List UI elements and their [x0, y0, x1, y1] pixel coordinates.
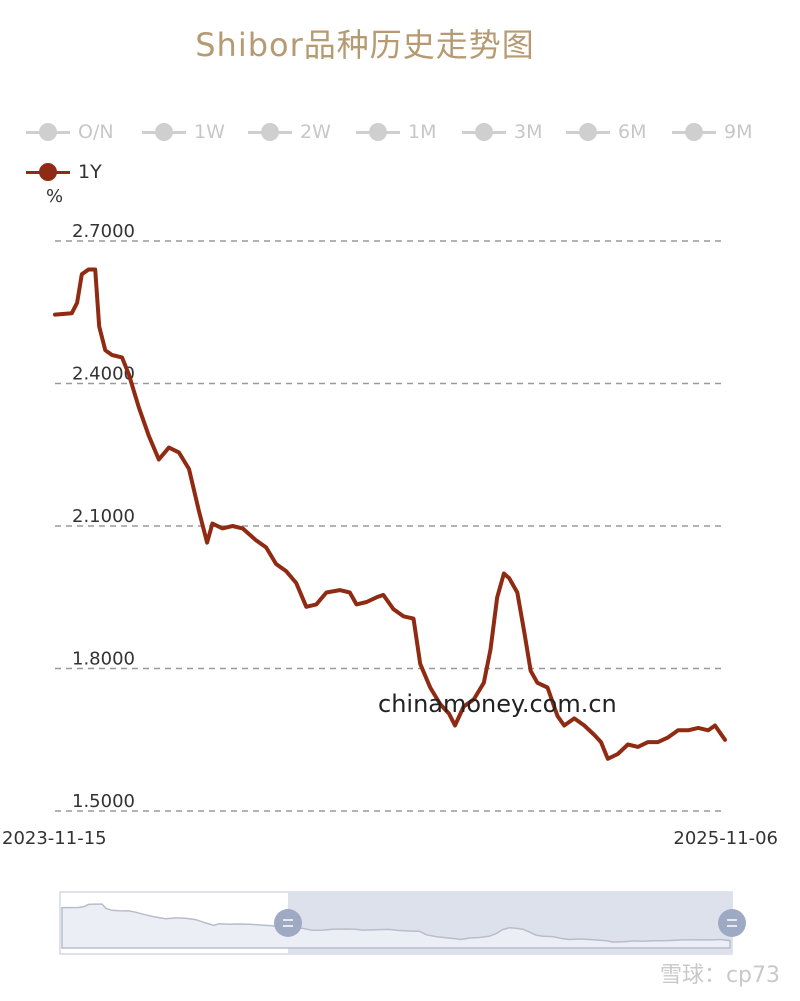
data-zoom-slider[interactable] [59, 891, 746, 955]
x-tick-label: 2025-11-06 [673, 828, 778, 849]
legend-item-3m[interactable]: 3M [462, 118, 542, 146]
legend-marker-icon [462, 118, 506, 146]
chart-title: Shibor品种历史走势图 [195, 26, 535, 64]
grid-lines [55, 240, 722, 812]
x-axis-ticks: 2023-11-15 2025-11-06 [2, 828, 778, 849]
legend-item-on[interactable]: O/N [26, 118, 114, 146]
y-axis-unit: % [46, 186, 64, 207]
y-tick-label: 2.4000 [72, 364, 135, 385]
slider-handle-left[interactable] [274, 909, 302, 937]
y-tick-label: 1.5000 [72, 791, 135, 812]
legend-label: 1M [408, 121, 437, 143]
legend-marker-icon [566, 118, 610, 146]
legend-marker-icon [356, 118, 400, 146]
legend-item-1m[interactable]: 1M [356, 118, 436, 146]
legend-item-1w[interactable]: 1W [142, 118, 225, 146]
y-axis-ticks: 2.7000 2.4000 2.1000 1.8000 1.5000 [72, 221, 135, 812]
y-tick-label: 2.1000 [72, 506, 135, 527]
slider-preview-line [61, 903, 731, 949]
y-tick-label: 2.7000 [72, 221, 135, 242]
legend-marker-icon [672, 118, 716, 146]
legend-marker-icon [142, 118, 186, 146]
legend-label: 2W [300, 121, 331, 143]
legend-item-9m[interactable]: 9M [672, 118, 752, 146]
slider-handle-right[interactable] [718, 909, 746, 937]
legend-label: 1Y [78, 161, 102, 183]
legend: O/N 1W 2W 1M 3M 6M 9M [0, 118, 800, 146]
series-line-1y [53, 267, 727, 761]
legend-label: 9M [724, 121, 753, 143]
watermark: chinamoney.com.cn [378, 690, 617, 718]
footer-watermark: 雪球：cp73 [659, 963, 780, 988]
legend-marker-icon [26, 118, 70, 146]
y-tick-label: 1.8000 [72, 649, 135, 670]
legend-label: 6M [618, 121, 647, 143]
legend-label: 3M [514, 121, 543, 143]
legend-label: O/N [78, 121, 114, 143]
legend-item-1y[interactable]: 1Y [26, 158, 102, 186]
legend-marker-icon [26, 158, 70, 186]
legend-marker-icon [248, 118, 292, 146]
legend-label: 1W [194, 121, 225, 143]
legend-item-2w[interactable]: 2W [248, 118, 331, 146]
legend-item-6m[interactable]: 6M [566, 118, 646, 146]
x-tick-label: 2023-11-15 [2, 828, 107, 849]
